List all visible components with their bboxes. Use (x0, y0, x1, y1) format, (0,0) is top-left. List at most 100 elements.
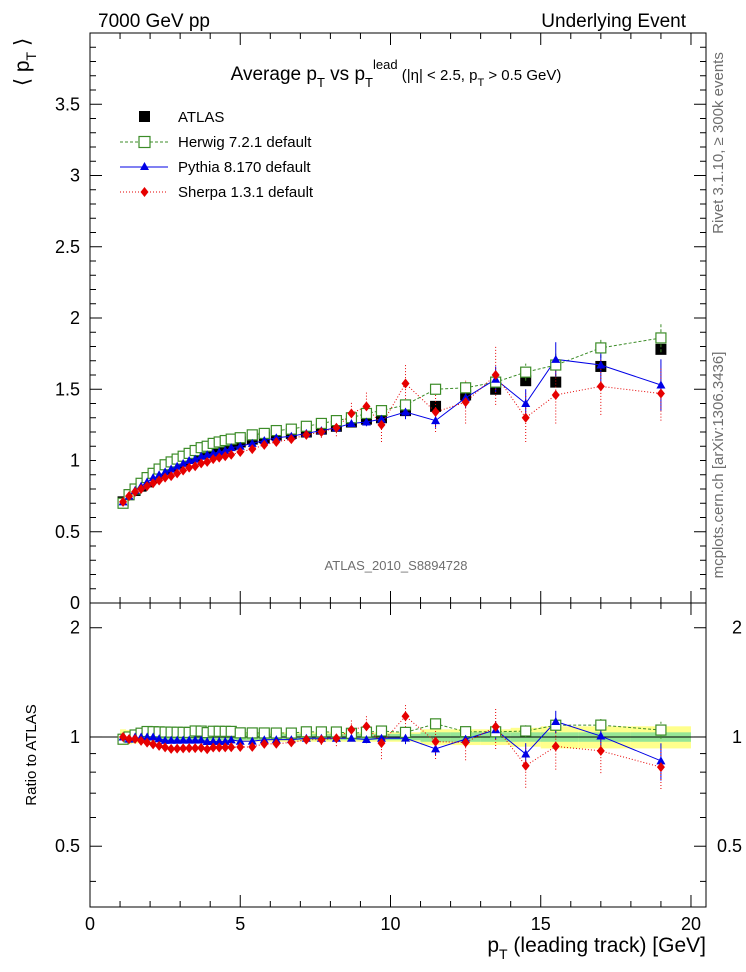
pythia-ratio-point (521, 749, 531, 758)
pythia-ratio-point (160, 735, 170, 744)
legend-label-pythia: Pythia 8.170 default (178, 159, 311, 176)
sherpa-ratio-point (197, 742, 206, 753)
pythia-point (551, 354, 561, 363)
pythia-point (361, 417, 371, 426)
sherpa-point (461, 397, 470, 408)
sherpa-point (317, 427, 326, 437)
sherpa-ratio-point (401, 711, 410, 722)
pythia-point (521, 399, 531, 407)
pythia-ratio-point (190, 735, 200, 744)
ratio-y-tick-label: 1 (70, 727, 80, 747)
sherpa-ratio-point (362, 721, 371, 732)
ratio-y-tick-label: 2 (70, 618, 80, 638)
pythia-ratio-point (208, 736, 218, 745)
pythia-ratio-point (361, 734, 371, 743)
pythia-point (154, 470, 164, 479)
ratio-y-tick-label-right: 0.5 (717, 836, 742, 856)
pythia-point (656, 380, 666, 389)
sherpa-point (332, 422, 341, 433)
sherpa-ratio-point (551, 741, 560, 752)
sherpa-point (260, 439, 269, 450)
main-y-tick-label: 2 (70, 308, 80, 328)
sherpa-point (401, 378, 410, 389)
pythia-ratio-point (178, 735, 188, 744)
ratio-y-tick-label-right: 2 (732, 618, 742, 638)
sherpa-ratio-point (656, 762, 665, 773)
sherpa-point (131, 486, 140, 497)
sherpa-point (185, 462, 194, 473)
sherpa-point (551, 389, 560, 400)
sherpa-ratio-point (137, 735, 146, 746)
pythia-ratio-point (551, 716, 561, 725)
sherpa-point (161, 472, 170, 483)
pythia-point (148, 473, 158, 482)
sherpa-ratio-point (260, 738, 269, 749)
sherpa-point (143, 481, 152, 492)
herwig-point (375, 405, 388, 417)
pythia-point (235, 441, 245, 450)
pythia-ratio-point (656, 756, 666, 765)
sherpa-point (221, 451, 230, 462)
sherpa-point (347, 408, 356, 419)
pythia-point (178, 458, 188, 467)
ratio-y-tick-label-right: 1 (732, 727, 742, 747)
pythia-point (160, 467, 170, 476)
rivet-label: Rivet 3.1.10, ≥ 300k events (710, 52, 727, 234)
pythia-point (172, 461, 182, 470)
pythia-point (166, 464, 176, 473)
legend-marker-pythia (140, 162, 149, 170)
sherpa-ratio-point (521, 760, 530, 771)
pythia-ratio-point (431, 744, 441, 753)
pythia-ratio-point (148, 732, 158, 741)
pythia-point (220, 446, 230, 455)
herwig-point (655, 332, 667, 344)
sherpa-ratio-point (203, 744, 212, 755)
legend-entry-atlas: ATLAS (139, 109, 224, 126)
mcplots-label: mcplots.cern.ch [arXiv:1306.3436] (710, 352, 727, 579)
sherpa-point (236, 446, 245, 457)
main-line-pythia (122, 358, 662, 503)
herwig-ratio-point (246, 727, 258, 739)
x-axis-label: pT (leading track) [GeV] (487, 934, 706, 962)
sherpa-ratio-point (287, 737, 296, 748)
main-y-tick-label: 3 (70, 166, 80, 186)
legend-entry-pythia: Pythia 8.170 default (120, 159, 311, 176)
sherpa-ratio-point (119, 731, 128, 742)
ratio-frame (89, 602, 707, 908)
sherpa-point (431, 407, 440, 418)
sherpa-point (377, 419, 386, 430)
sherpa-ratio-point (272, 738, 281, 749)
legend-entry-herwig: Herwig 7.2.1 default (120, 134, 312, 151)
sherpa-ratio-point (143, 737, 152, 748)
herwig-point (520, 366, 532, 378)
x-tick-label: 15 (531, 914, 551, 934)
main-y-tick-label: 0 (70, 593, 80, 613)
sherpa-ratio-point (125, 734, 134, 745)
pythia-point (226, 443, 236, 452)
pythia-point (190, 454, 200, 463)
sherpa-point (227, 449, 236, 460)
pythia-ratio-point (172, 735, 182, 744)
pythia-point (376, 414, 386, 423)
main-y-tick-label: 2.5 (55, 237, 80, 257)
sherpa-point (362, 401, 371, 412)
sherpa-point (191, 461, 200, 472)
sherpa-ratio-point (377, 738, 386, 749)
pythia-point (247, 438, 257, 447)
sherpa-ratio-point (161, 742, 170, 753)
main-line-sherpa (122, 374, 661, 503)
sherpa-ratio-point (347, 724, 356, 735)
ratio-line-sherpa (122, 715, 662, 768)
sherpa-ratio-point (155, 740, 164, 751)
analysis-id: ATLAS_2010_S8894728 (325, 558, 468, 573)
legend-marker-herwig (138, 135, 151, 149)
herwig-ratio-point (520, 725, 532, 737)
pythia-ratio-point (346, 733, 356, 742)
ratio-y-axis-label: Ratio to ATLAS (23, 704, 40, 805)
sherpa-point (125, 491, 134, 502)
sherpa-point (215, 452, 224, 463)
legend-label-atlas: ATLAS (178, 109, 224, 126)
sherpa-ratio-point (227, 742, 236, 753)
herwig-ratio-point (595, 719, 607, 731)
sherpa-point (179, 465, 188, 476)
